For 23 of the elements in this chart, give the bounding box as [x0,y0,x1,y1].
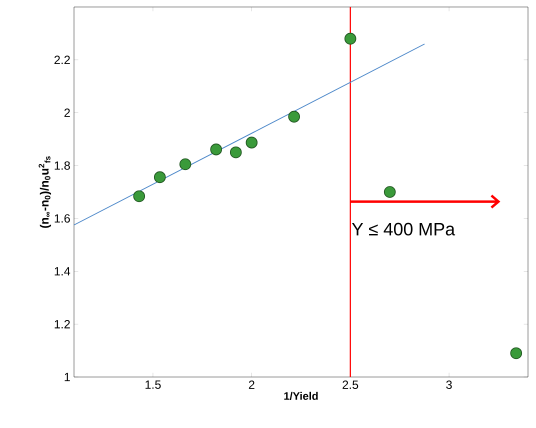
x-tick-label: 2.5 [342,380,358,389]
point [510,347,522,360]
x-tick-label: 1.5 [146,380,161,389]
y-tick-label: 1.4 [54,267,70,276]
y-tick-label: 2.2 [54,56,70,64]
point [288,110,300,123]
x-tick-label: 2 [248,380,254,389]
ref-line-label: Y ≤ 400 MPa [352,222,456,236]
point [154,171,166,184]
point [384,186,396,198]
point [133,190,146,202]
point [179,158,192,170]
y-tick-label: 2 [64,108,70,117]
x-axis-title: 1/Yield [284,392,318,400]
x-tick-label: 3 [446,380,452,389]
point [344,32,356,45]
point [210,144,222,156]
point [230,146,242,158]
y-tick-label: 1.2 [54,320,70,328]
y-tick-label: 1.6 [54,214,70,223]
point [246,136,258,148]
y-tick-label: 1 [64,372,70,382]
y-tick-label: 1.8 [54,161,70,170]
